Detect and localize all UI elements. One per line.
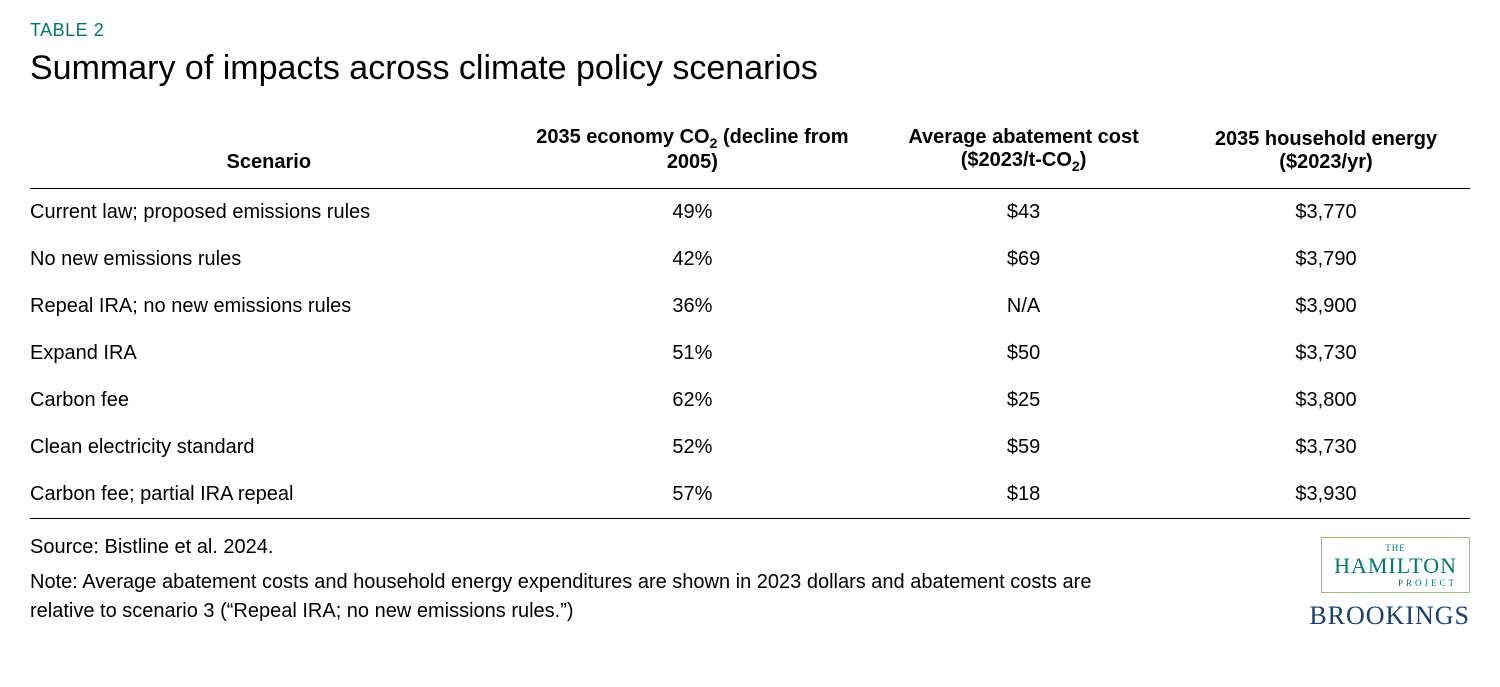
hamilton-project-logo: THE HAMILTON PROJECT xyxy=(1321,537,1470,593)
table-title: Summary of impacts across climate policy… xyxy=(30,49,1470,88)
cell-energy: $3,900 xyxy=(1182,283,1470,330)
cell-co2: 57% xyxy=(520,471,866,519)
cell-energy: $3,770 xyxy=(1182,189,1470,237)
col-header-co2: 2035 economy CO2 (decline from 2005) xyxy=(520,116,866,189)
cell-energy: $3,790 xyxy=(1182,236,1470,283)
data-table: Scenario 2035 economy CO2 (decline from … xyxy=(30,116,1470,519)
footer-row: Source: Bistline et al. 2024. Note: Aver… xyxy=(30,533,1470,632)
cell-scenario: Clean electricity standard xyxy=(30,424,520,471)
source-line: Source: Bistline et al. 2024. xyxy=(30,533,1150,562)
cell-cost: $59 xyxy=(865,424,1182,471)
table-row: Current law; proposed emissions rules49%… xyxy=(30,189,1470,237)
note-line: Note: Average abatement costs and househ… xyxy=(30,568,1150,626)
cell-co2: 36% xyxy=(520,283,866,330)
hamilton-the: THE xyxy=(1334,544,1457,553)
table-number-eyebrow: TABLE 2 xyxy=(30,20,1470,41)
cell-scenario: No new emissions rules xyxy=(30,236,520,283)
cell-scenario: Current law; proposed emissions rules xyxy=(30,189,520,237)
logos-block: THE HAMILTON PROJECT BROOKINGS xyxy=(1309,533,1470,631)
col-header-scenario: Scenario xyxy=(30,116,520,189)
cell-cost: $25 xyxy=(865,377,1182,424)
cell-scenario: Carbon fee xyxy=(30,377,520,424)
cell-energy: $3,730 xyxy=(1182,424,1470,471)
notes-block: Source: Bistline et al. 2024. Note: Aver… xyxy=(30,533,1150,632)
brookings-logo: BROOKINGS xyxy=(1309,601,1470,631)
cell-cost: $43 xyxy=(865,189,1182,237)
cell-co2: 42% xyxy=(520,236,866,283)
cell-energy: $3,730 xyxy=(1182,330,1470,377)
hamilton-project-word: PROJECT xyxy=(1334,579,1457,588)
table-row: Carbon fee62%$25$3,800 xyxy=(30,377,1470,424)
table-row: Clean electricity standard52%$59$3,730 xyxy=(30,424,1470,471)
cell-scenario: Carbon fee; partial IRA repeal xyxy=(30,471,520,519)
cell-cost: N/A xyxy=(865,283,1182,330)
table-row: No new emissions rules42%$69$3,790 xyxy=(30,236,1470,283)
col-header-cost: Average abatement cost ($2023/t-CO2) xyxy=(865,116,1182,189)
cell-co2: 49% xyxy=(520,189,866,237)
cell-energy: $3,930 xyxy=(1182,471,1470,519)
header-row: Scenario 2035 economy CO2 (decline from … xyxy=(30,116,1470,189)
cell-co2: 62% xyxy=(520,377,866,424)
table-row: Repeal IRA; no new emissions rules36%N/A… xyxy=(30,283,1470,330)
cell-scenario: Repeal IRA; no new emissions rules xyxy=(30,283,520,330)
table-row: Carbon fee; partial IRA repeal57%$18$3,9… xyxy=(30,471,1470,519)
cell-co2: 52% xyxy=(520,424,866,471)
cell-cost: $69 xyxy=(865,236,1182,283)
cell-energy: $3,800 xyxy=(1182,377,1470,424)
cell-co2: 51% xyxy=(520,330,866,377)
cell-scenario: Expand IRA xyxy=(30,330,520,377)
hamilton-main: HAMILTON xyxy=(1334,555,1457,577)
cell-cost: $18 xyxy=(865,471,1182,519)
cell-cost: $50 xyxy=(865,330,1182,377)
col-header-energy: 2035 household energy ($2023/yr) xyxy=(1182,116,1470,189)
table-row: Expand IRA51%$50$3,730 xyxy=(30,330,1470,377)
